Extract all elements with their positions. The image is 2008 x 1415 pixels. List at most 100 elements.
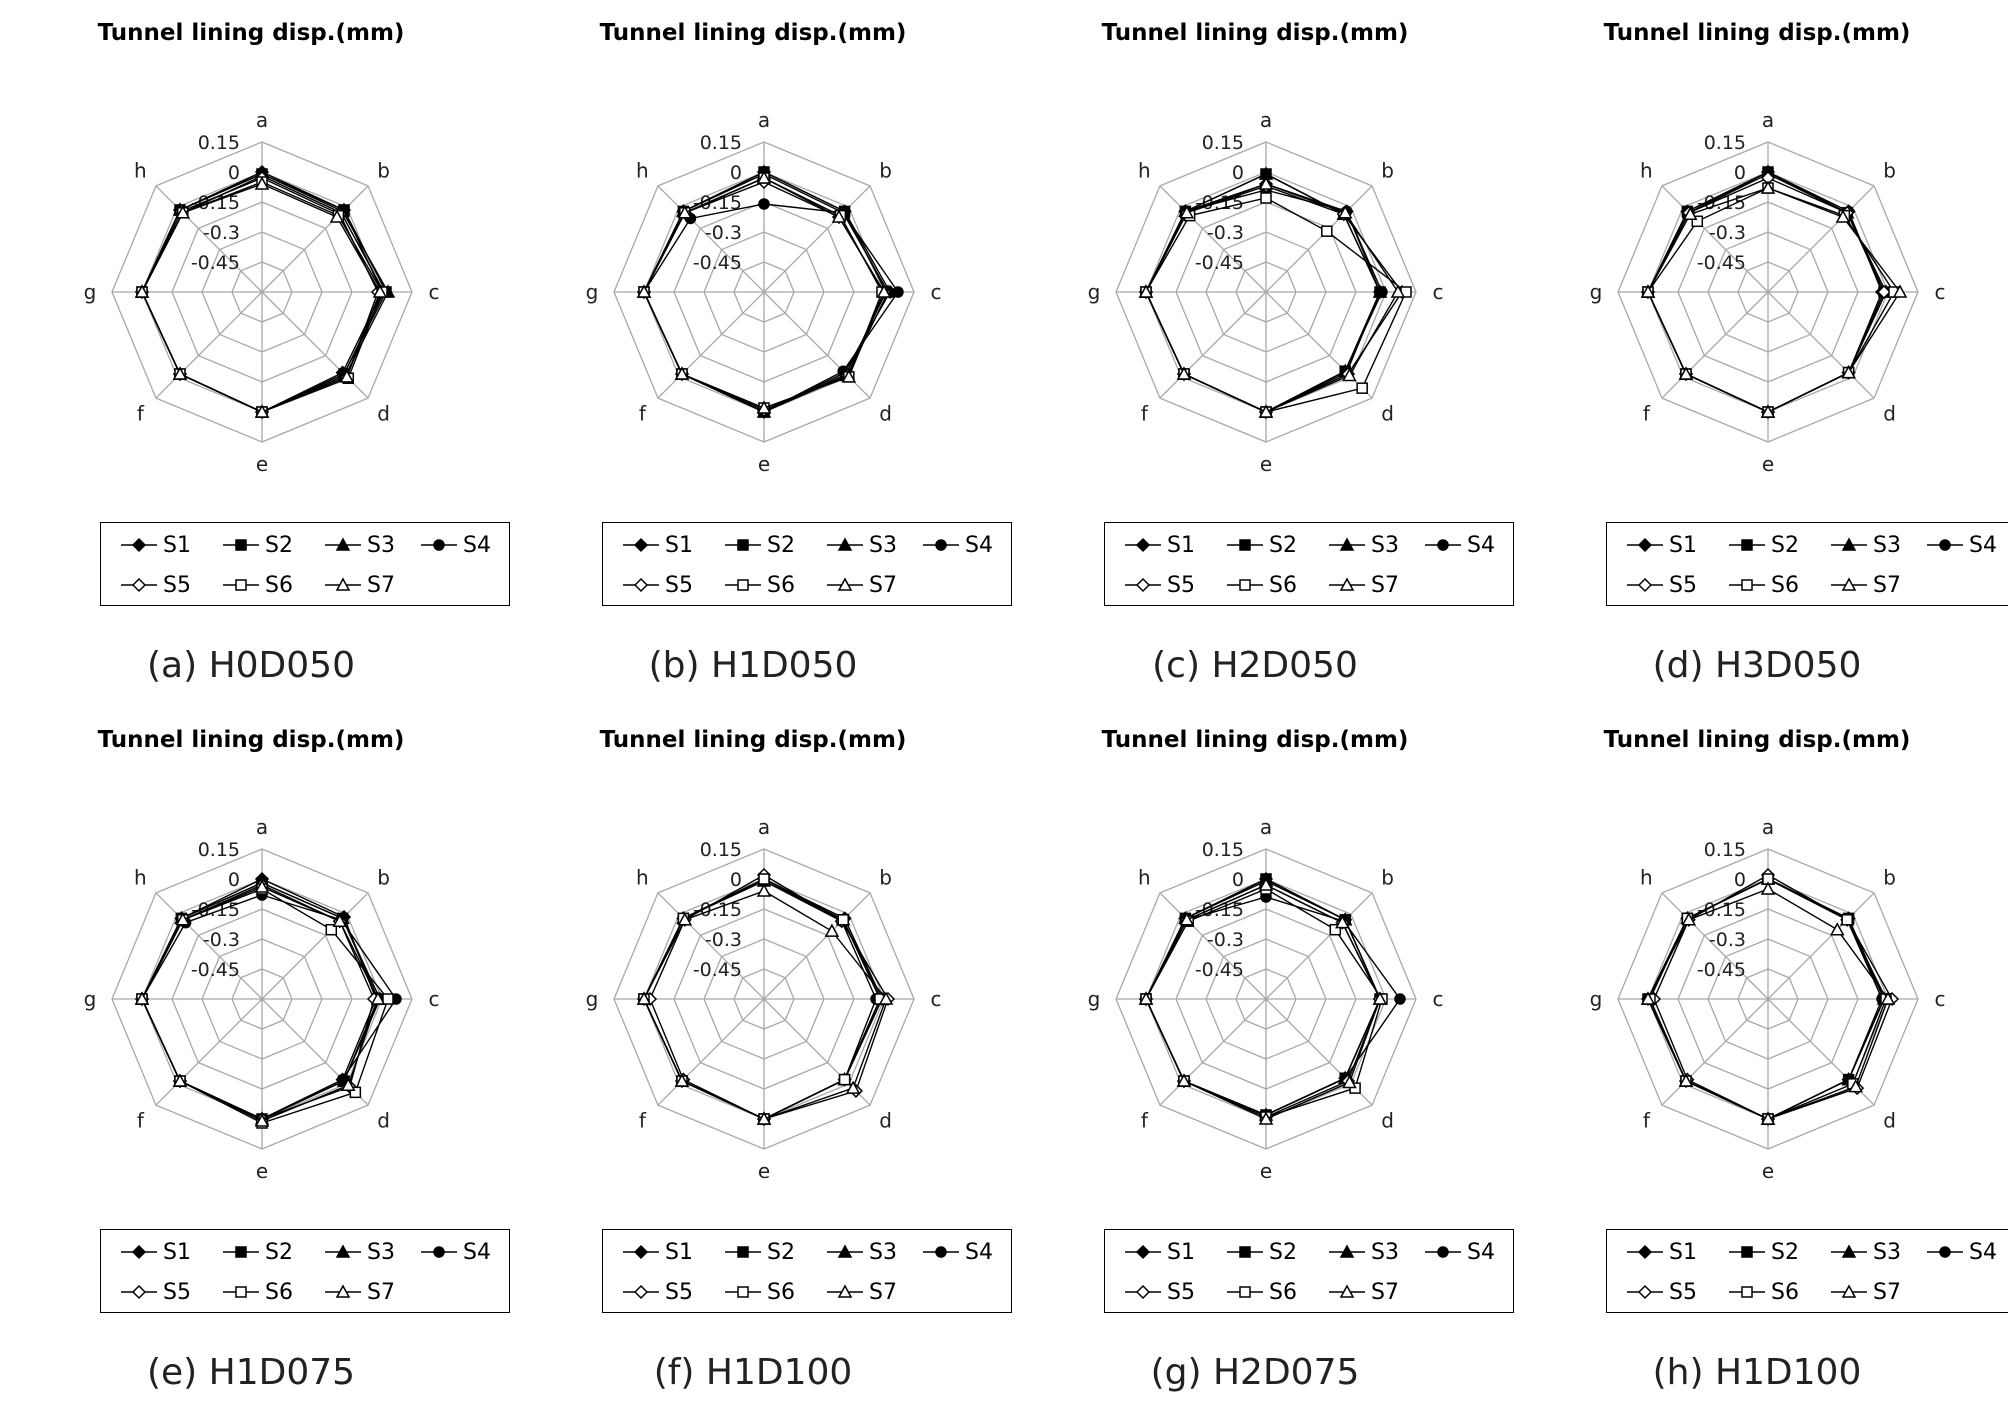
legend-item-s5: S5 (1123, 565, 1195, 605)
axis-label-g: g (84, 987, 97, 1011)
legend-label: S7 (367, 572, 395, 598)
data-point-s7 (1682, 206, 1698, 220)
legend-marker (1135, 1284, 1151, 1300)
data-point-s7 (1335, 915, 1350, 929)
data-point-s7 (1640, 991, 1656, 1005)
legend-marker (1841, 537, 1857, 551)
data-point-s4 (758, 198, 770, 210)
axis-spoke (657, 185, 765, 293)
data-point-s7 (1342, 1074, 1357, 1089)
legend-swatch (725, 579, 761, 591)
data-point-s7 (172, 366, 188, 380)
data-point-s7 (845, 1080, 861, 1094)
legend-marker (1939, 539, 1951, 551)
legend-item-s7: S7 (323, 565, 395, 605)
legend-label: S1 (665, 532, 693, 558)
chart-title: Tunnel lining disp.(mm) (1101, 20, 1409, 46)
radar-panel-6: Tunnel lining disp.(mm) -0.45 -0.3 -0.15 0 0.… (502, 707, 1012, 1414)
axis-label-b: b (377, 865, 390, 889)
legend-label: S4 (1969, 1239, 1997, 1265)
panel-caption: (g) H2D075 (1150, 1352, 1360, 1393)
legend-marker (737, 1246, 749, 1258)
legend-item-s4: S4 (1423, 1232, 1495, 1272)
data-point-s6 (349, 1086, 362, 1099)
tick-label: -0.3 (203, 222, 240, 244)
axis-label-e: e (256, 452, 268, 476)
legend-label: S1 (163, 532, 191, 558)
legend-marker (235, 1286, 247, 1298)
radar-panel-5: Tunnel lining disp.(mm) -0.45 -0.3 -0.15 0 0.… (0, 707, 510, 1414)
legend-label: S7 (1371, 572, 1399, 598)
legend-item-s4: S4 (1925, 525, 1997, 565)
legend-label: S4 (463, 532, 491, 558)
axis-spoke (1159, 892, 1267, 1000)
legend-item-s1: S1 (1123, 525, 1195, 565)
axis-label-h: h (1640, 158, 1653, 182)
legend-marker (1339, 1284, 1355, 1298)
tick-label: 0.15 (1704, 132, 1746, 154)
axis-label-d: d (1381, 1109, 1394, 1133)
legend-swatch (1729, 579, 1765, 591)
legend-marker (633, 1244, 649, 1260)
legend-item-s1: S1 (1625, 525, 1697, 565)
axis-spoke (1661, 892, 1769, 1000)
legend-label: S3 (1873, 1239, 1901, 1265)
legend-marker (737, 539, 749, 551)
legend-swatch (1831, 537, 1867, 551)
legend-marker (1637, 1244, 1653, 1260)
radar-chart: -0.45 -0.3 -0.15 0 0.15 a b c d e f g h (1590, 815, 1946, 1183)
legend-item-s1: S1 (621, 525, 693, 565)
data-point-s7 (1640, 284, 1656, 298)
data-point-s6 (1356, 382, 1368, 394)
data-point-s7 (1848, 1079, 1863, 1093)
data-point-s7 (878, 991, 894, 1005)
legend-swatch (623, 1284, 659, 1300)
data-point-s7 (1841, 365, 1856, 379)
legend-item-s6: S6 (723, 565, 795, 605)
legend-swatch (121, 1244, 157, 1260)
legend-marker (837, 577, 853, 591)
legend-item-s3: S3 (825, 1232, 897, 1272)
legend-label: S5 (1167, 572, 1195, 598)
radar-panel-4: Tunnel lining disp.(mm) -0.45 -0.3 -0.15 0 0.… (1506, 0, 2008, 707)
legend-label: S1 (1167, 1239, 1195, 1265)
data-point-s7 (1337, 205, 1353, 219)
chart-title: Tunnel lining disp.(mm) (97, 727, 405, 753)
data-point-s7 (1258, 1111, 1274, 1125)
data-point-s7 (1760, 1111, 1776, 1125)
data-point-s7 (1342, 367, 1357, 382)
legend-item-s3: S3 (323, 1232, 395, 1272)
axis-label-c: c (1433, 280, 1444, 304)
legend-swatch (1329, 577, 1365, 591)
axis-label-b: b (1381, 158, 1394, 182)
legend-marker (737, 579, 749, 591)
panel-caption: (d) H3D050 (1652, 645, 1862, 686)
tick-label: -0.3 (705, 929, 742, 951)
axis-label-g: g (1590, 987, 1603, 1011)
legend-swatch (121, 537, 157, 553)
legend-item-s7: S7 (1327, 565, 1399, 605)
radar-panel-8: Tunnel lining disp.(mm) -0.45 -0.3 -0.15 0 0.… (1506, 707, 2008, 1414)
legend-marker (1637, 577, 1653, 593)
legend-item-s6: S6 (723, 1272, 795, 1312)
legend-swatch (623, 537, 659, 553)
data-point-s7 (1678, 1073, 1694, 1087)
axis-label-e: e (1260, 452, 1272, 476)
axis-label-a: a (1762, 108, 1774, 132)
legend-label: S5 (1669, 572, 1697, 598)
legend-item-s4: S4 (921, 525, 993, 565)
legend-label: S2 (767, 532, 795, 558)
legend-item-s1: S1 (621, 1232, 693, 1272)
data-point-s7 (1372, 991, 1388, 1005)
legend-label: S5 (665, 572, 693, 598)
legend-label: S6 (767, 572, 795, 598)
legend-item-s3: S3 (825, 525, 897, 565)
axis-label-g: g (84, 280, 97, 304)
legend-marker (837, 537, 853, 551)
axis-label-h: h (134, 158, 147, 182)
legend-item-s7: S7 (323, 1272, 395, 1312)
legend-swatch (827, 1284, 863, 1298)
data-point-s7 (677, 205, 693, 219)
legend-swatch (1425, 539, 1461, 551)
legend-swatch (121, 577, 157, 593)
